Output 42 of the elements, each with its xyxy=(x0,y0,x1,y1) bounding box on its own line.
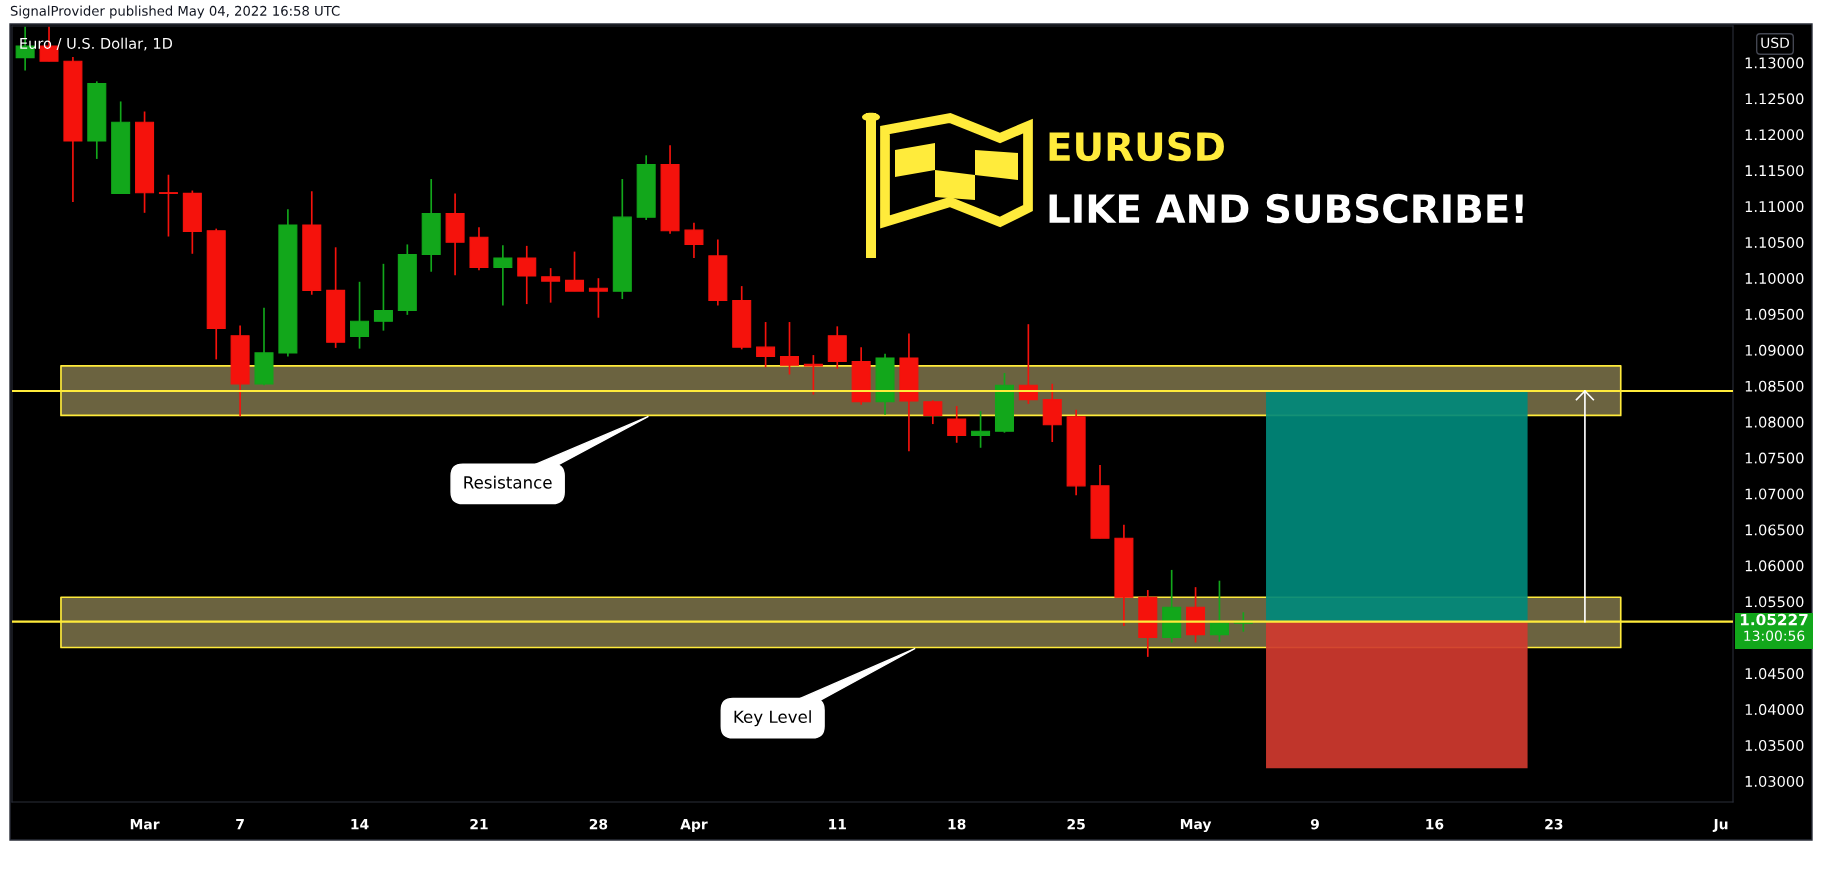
annotation: Resistance xyxy=(464,475,552,489)
y-tick-label: 1.06500 xyxy=(1745,524,1804,536)
annotation: LIKE AND SUBSCRIBE! xyxy=(1049,193,1523,224)
x-tick-label: May xyxy=(1180,818,1212,833)
x-tick-label: 21 xyxy=(470,818,488,830)
x-tick-label: 25 xyxy=(1067,818,1085,830)
x-tick-label: 11 xyxy=(829,819,846,830)
y-tick-label: 1.08000 xyxy=(1745,416,1804,428)
y-tick-label: 1.12500 xyxy=(1745,93,1804,105)
y-tick-label: 1.07500 xyxy=(1745,452,1804,464)
y-tick-label: 1.11500 xyxy=(1745,165,1804,177)
y-tick-label: 1.03500 xyxy=(1745,739,1804,751)
text: 1.05227 xyxy=(1740,613,1808,626)
y-tick-label: 1.09000 xyxy=(1745,344,1804,356)
x-tick-label: 14 xyxy=(351,819,369,830)
x-tick-label: 16 xyxy=(1426,818,1444,830)
x-tick-label: Apr xyxy=(680,819,708,833)
y-tick-label: 1.08500 xyxy=(1745,380,1804,392)
y-tick-label: 1.04000 xyxy=(1745,704,1804,716)
x-tick-label: 18 xyxy=(948,818,966,830)
y-tick-label: 1.10000 xyxy=(1745,272,1804,284)
text: SignalProvider published May 04, 2022 16:58 UTC xyxy=(10,5,340,19)
y-axis-title: USD xyxy=(1761,37,1790,49)
y-tick-label: 1.09500 xyxy=(1745,308,1804,320)
x-tick-label: Ju xyxy=(1712,819,1728,832)
y-tick-label: 1.07000 xyxy=(1745,488,1804,500)
x-tick-label: 7 xyxy=(236,819,244,830)
annotation: Key Level xyxy=(734,710,811,727)
x-tick-label: 9 xyxy=(1310,818,1319,830)
x-tick-label: Mar xyxy=(130,819,160,830)
y-tick-label: 1.06000 xyxy=(1745,560,1804,572)
y-tick-label: 1.10500 xyxy=(1745,236,1804,249)
text: 13:00:56 xyxy=(1744,630,1805,642)
y-tick-label: 1.12000 xyxy=(1745,129,1804,141)
x-tick-label: 28 xyxy=(589,818,608,830)
y-tick-label: 1.03000 xyxy=(1745,775,1804,787)
y-tick-label: 1.13000 xyxy=(1745,57,1804,69)
y-tick-label: 1.05500 xyxy=(1745,596,1804,608)
y-tick-label: 1.11000 xyxy=(1745,201,1804,213)
x-tick-label: 23 xyxy=(1545,818,1563,830)
annotation: EURUSD xyxy=(1049,131,1224,162)
y-tick-label: 1.04500 xyxy=(1745,668,1804,680)
